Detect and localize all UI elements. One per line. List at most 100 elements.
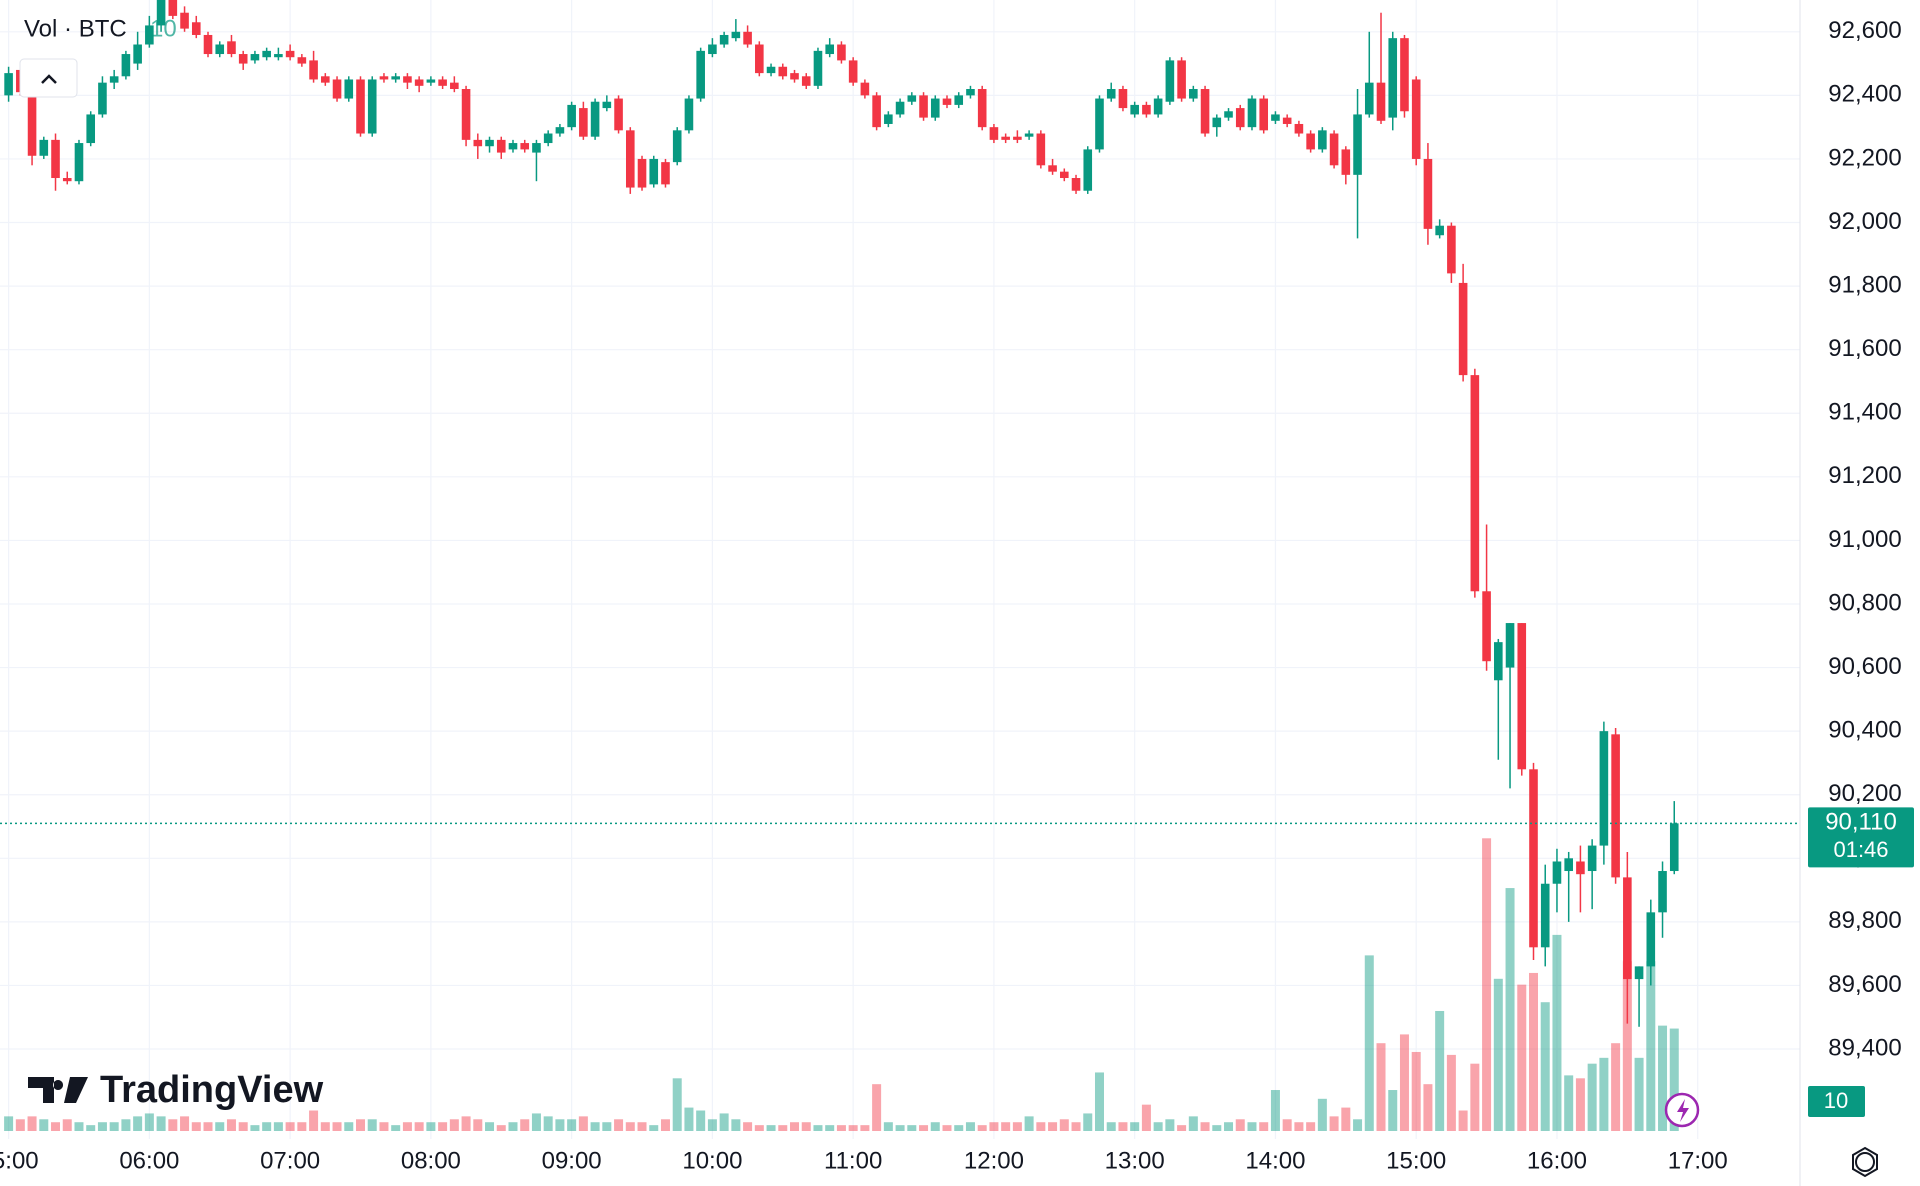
candle-body (1259, 98, 1269, 131)
volume-bar (4, 1116, 14, 1131)
volume-bar (414, 1122, 424, 1131)
volume-bar (1001, 1122, 1011, 1131)
volume-bar (578, 1116, 588, 1131)
volume-bar (1235, 1119, 1245, 1131)
volume-bar (1294, 1122, 1304, 1131)
y-tick-label: 91,000 (1828, 526, 1901, 553)
candle-body (238, 54, 248, 64)
candle-body (930, 98, 940, 118)
volume-bar (1153, 1122, 1163, 1131)
volume-bar (273, 1122, 283, 1131)
brand-logo (28, 1077, 88, 1103)
x-tick-label: 07:00 (260, 1147, 320, 1174)
candle-body (485, 139, 494, 147)
candle-body (450, 82, 459, 90)
candle-body (109, 76, 119, 83)
volume-bar (895, 1125, 905, 1131)
y-tick-label: 90,400 (1828, 716, 1901, 743)
volume-bar (860, 1125, 870, 1131)
volume-bar (977, 1125, 987, 1131)
candle-body (755, 44, 764, 74)
volume-bar (262, 1122, 272, 1131)
candle-body (649, 158, 659, 185)
candle-body (1106, 89, 1116, 99)
candle-body (4, 73, 13, 96)
candle-body (1271, 114, 1280, 121)
volume-bar (965, 1122, 975, 1131)
settings-icon[interactable] (1855, 1152, 1875, 1172)
candle-body (1552, 861, 1562, 884)
volume-bar (790, 1122, 800, 1131)
candle-body (1364, 82, 1374, 115)
volume-bar (438, 1122, 448, 1131)
y-tick-label: 89,800 (1828, 907, 1901, 934)
volume-bar (285, 1122, 295, 1131)
volume-bar (954, 1125, 964, 1131)
candle-body (766, 66, 776, 74)
volume-bar (168, 1119, 178, 1131)
candle-body (1353, 114, 1362, 175)
settings-gear (1852, 1146, 1878, 1178)
assistant-bolt (1677, 1099, 1689, 1122)
candle-body (1306, 133, 1315, 150)
x-tick-label: 05:00 (0, 1147, 39, 1174)
candle-body (872, 95, 881, 128)
candle-body (62, 178, 72, 182)
volume-bar (1188, 1116, 1198, 1131)
volume-bar (297, 1122, 307, 1131)
candle-body (1200, 89, 1210, 134)
candle-body (1153, 98, 1163, 115)
x-tick-label: 14:00 (1245, 1147, 1305, 1174)
candle-body (708, 44, 717, 55)
x-tick-label: 10:00 (682, 1147, 742, 1174)
candle-body (1494, 642, 1503, 681)
volume-bar (872, 1084, 882, 1131)
candle-body (989, 127, 999, 140)
volume-bar (1259, 1122, 1269, 1131)
overlay: 89,40089,60089,80090,00090,20090,40090,6… (0, 15, 1914, 1178)
candle-body (145, 25, 154, 45)
volume-bar (731, 1119, 741, 1131)
volume-bar (743, 1122, 753, 1131)
volume-bar (121, 1119, 131, 1131)
volume-bar (191, 1122, 201, 1131)
y-tick-label: 89,600 (1828, 971, 1901, 998)
candle-body (579, 108, 588, 137)
candle-body (1482, 591, 1491, 662)
volume-bar (1435, 1010, 1445, 1131)
volume-bar (461, 1116, 471, 1131)
candle-body (1400, 38, 1409, 112)
candle-body (1470, 375, 1480, 592)
candle-body (203, 34, 213, 55)
candle-body (1142, 104, 1151, 115)
volume-bar (215, 1122, 225, 1131)
candle-body (860, 82, 870, 96)
y-tick-label: 91,800 (1828, 271, 1901, 298)
candle-body (790, 73, 799, 80)
candle-body (1189, 89, 1198, 99)
volume-bar (1411, 1051, 1421, 1131)
volume-bar (1247, 1122, 1257, 1131)
candle-body (1165, 60, 1175, 102)
volume-bar (426, 1122, 436, 1131)
candle-body (954, 95, 964, 105)
volume-bar (1470, 1063, 1480, 1131)
volume-bar (1270, 1090, 1280, 1131)
candle-body (1036, 133, 1046, 166)
candle-body (555, 127, 565, 134)
volume-bar (1036, 1122, 1046, 1131)
volume-bar (836, 1125, 846, 1131)
candle-body (367, 79, 377, 134)
candle-body (1540, 883, 1550, 948)
candle-body (51, 139, 60, 179)
volume-bar (848, 1125, 858, 1131)
x-tick-label: 16:00 (1527, 1147, 1587, 1174)
candle-body (332, 79, 342, 99)
candle-body (1376, 82, 1386, 121)
volume-bar (156, 1116, 166, 1131)
volume-bar (919, 1125, 929, 1131)
volume-bar (62, 1119, 72, 1131)
price-badge (1808, 807, 1914, 868)
